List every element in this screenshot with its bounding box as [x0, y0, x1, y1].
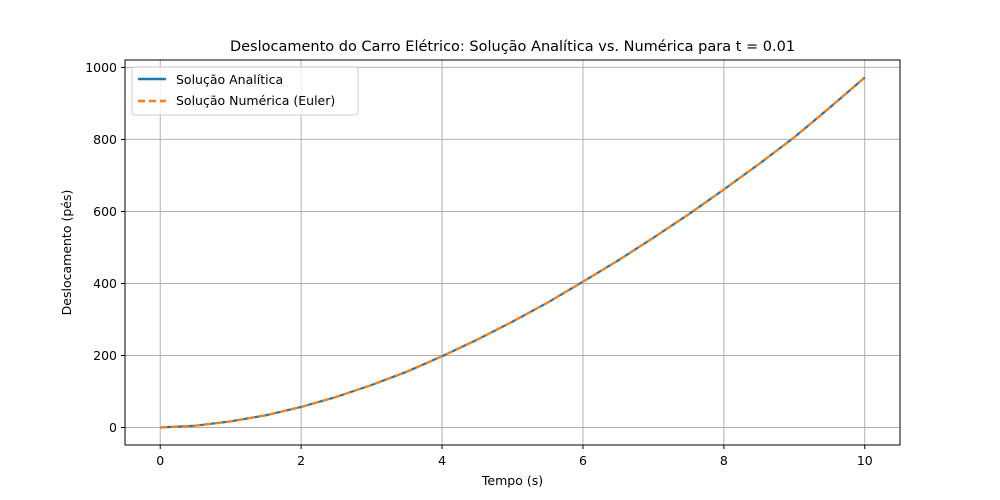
x-axis-label: Tempo (s): [481, 473, 543, 488]
y-tick-label: 600: [93, 204, 117, 219]
legend-label-numeric: Solução Numérica (Euler): [176, 93, 335, 108]
y-tick-label: 0: [109, 420, 117, 435]
x-tick-label: 0: [156, 453, 164, 468]
y-tick-label: 1000: [85, 60, 117, 75]
y-tick-label: 200: [93, 348, 117, 363]
series-layer: [160, 76, 866, 429]
grid: [125, 60, 900, 445]
x-tick-label: 8: [720, 453, 728, 468]
legend: Solução Analítica Solução Numérica (Eule…: [131, 66, 359, 116]
x-tick-label: 2: [297, 453, 305, 468]
x-axis: 0 2 4 6 8 10: [156, 445, 873, 468]
x-tick-label: 4: [438, 453, 446, 468]
x-tick-label: 6: [579, 453, 587, 468]
plot-frame: [124, 59, 901, 446]
x-tick-label: 10: [857, 453, 873, 468]
legend-label-analytic: Solução Analítica: [176, 72, 283, 87]
chart-title: Deslocamento do Carro Elétrico: Solução …: [230, 39, 795, 55]
y-tick-label: 400: [93, 276, 117, 291]
series-line-numeric: [160, 76, 866, 429]
y-tick-label: 800: [93, 132, 117, 147]
y-axis-label: Deslocamento (pés): [59, 190, 74, 316]
y-axis: 0 200 400 600 800 1000: [85, 60, 125, 435]
legend-box: [131, 66, 359, 116]
